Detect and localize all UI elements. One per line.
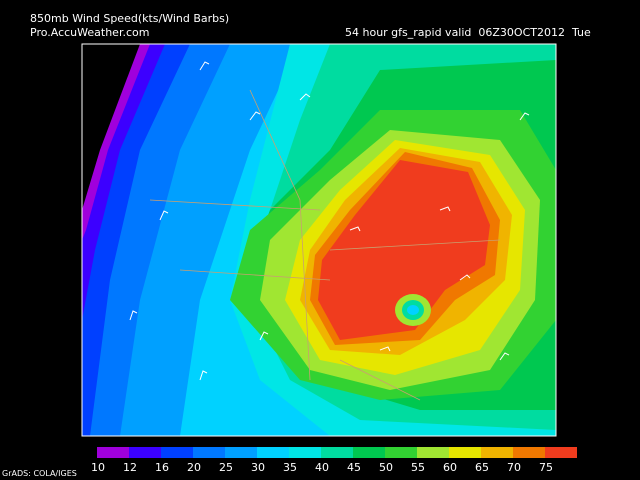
legend-label: 65 [475,461,489,474]
legend-swatch [513,447,545,458]
legend-label: 20 [187,461,201,474]
legend-label: 70 [507,461,521,474]
legend-swatch [289,447,321,458]
legend-swatch [257,447,289,458]
legend-label: 75 [539,461,553,474]
legend-label: 55 [411,461,425,474]
legend-swatch [353,447,385,458]
legend-swatch [97,447,129,458]
title: 850mb Wind Speed(kts/Wind Barbs) [30,12,229,25]
legend-label: 40 [315,461,329,474]
map [81,43,557,437]
legend-swatch [321,447,353,458]
run-info: 54 hour gfs_rapid valid 06Z30OCT2012 Tue [345,26,591,39]
legend-label: 12 [123,461,137,474]
legend-swatch [129,447,161,458]
legend-label: 16 [155,461,169,474]
legend-label: 35 [283,461,297,474]
legend-label: 50 [379,461,393,474]
legend-swatch [385,447,417,458]
legend-swatch [545,447,577,458]
source: Pro.AccuWeather.com [30,26,149,39]
legend-swatch [449,447,481,458]
legend-swatch [417,447,449,458]
legend-label: 25 [219,461,233,474]
legend-label: 45 [347,461,361,474]
legend-swatch [481,447,513,458]
legend: 10 12 16 20 25 30 35 40 45 50 55 60 65 70 75 [91,447,577,474]
legend-label: 30 [251,461,265,474]
legend-swatch [193,447,225,458]
legend-label: 60 [443,461,457,474]
legend-swatch [161,447,193,458]
legend-label: 10 [91,461,105,474]
legend-swatch [225,447,257,458]
credit: GrADS: COLA/IGES [2,469,77,478]
